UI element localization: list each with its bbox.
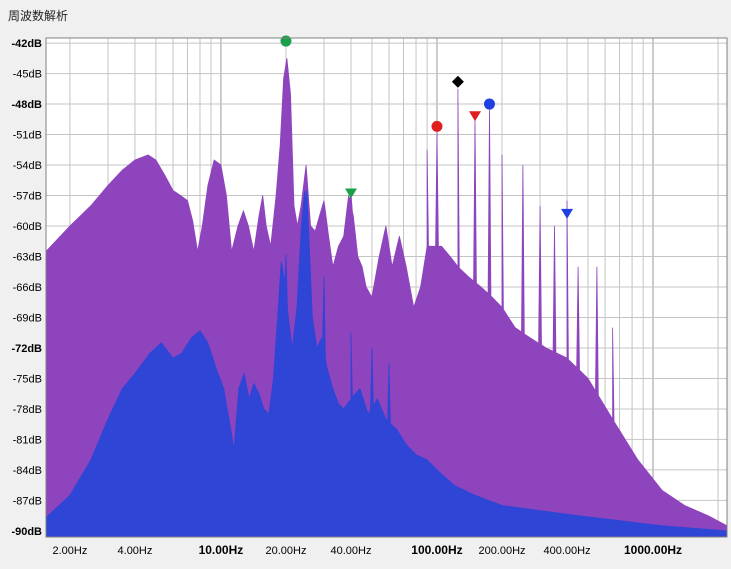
x-tick-label: 400.00Hz: [543, 545, 590, 557]
y-tick-label: -60dB: [13, 221, 42, 233]
y-tick-label: -84dB: [13, 465, 42, 477]
y-tick-label: -57dB: [13, 191, 42, 203]
peak-marker-circle: [483, 98, 495, 110]
y-tick-label: -90dB: [11, 526, 42, 538]
peak-marker-circle: [431, 120, 443, 132]
spectrum-area-blue: [45, 190, 728, 538]
x-tick-label: 40.00Hz: [331, 545, 372, 557]
y-tick-label: -63dB: [13, 252, 42, 264]
x-tick-label: 200.00Hz: [478, 545, 525, 557]
x-tick-label: 100.00Hz: [411, 543, 462, 557]
peak-marker-triangle: [561, 208, 574, 219]
y-tick-label: -48dB: [11, 99, 42, 111]
x-tick-label: 2.00Hz: [52, 545, 87, 557]
y-tick-label: -66dB: [13, 282, 42, 294]
series-layer: [45, 58, 728, 538]
y-tick-label: -78dB: [13, 404, 42, 416]
y-tick-label: -72dB: [11, 343, 42, 355]
y-tick-label: -75dB: [13, 373, 42, 385]
x-tick-label: 20.00Hz: [265, 545, 306, 557]
x-axis: 2.00Hz 4.00Hz 10.00Hz 20.00Hz 40.00Hz 100.00H…: [52, 543, 682, 557]
plot-frame: [45, 37, 728, 538]
window-title: 周波数解析: [8, 9, 69, 23]
y-tick-label: -87dB: [13, 495, 42, 507]
peak-marker-triangle: [469, 111, 482, 122]
x-tick-label: 4.00Hz: [118, 545, 153, 557]
peak-marker-diamond: [451, 75, 464, 88]
y-tick-label: -51dB: [13, 130, 42, 142]
peak-marker-triangle: [344, 188, 357, 199]
y-axis: -42dB -45dB -48dB -51dB -54dB -57dB -60dB -63dB…: [11, 38, 42, 538]
peak-markers: [280, 35, 574, 219]
x-tick-label: 10.00Hz: [199, 543, 244, 557]
peak-marker-circle: [280, 35, 292, 47]
y-tick-label: -69dB: [13, 312, 42, 324]
y-tick-label: -42dB: [11, 38, 42, 50]
y-tick-label: -54dB: [13, 160, 42, 172]
y-tick-label: -45dB: [13, 69, 42, 81]
x-tick-label: 1000.00Hz: [624, 543, 682, 557]
y-tick-label: -81dB: [13, 434, 42, 446]
